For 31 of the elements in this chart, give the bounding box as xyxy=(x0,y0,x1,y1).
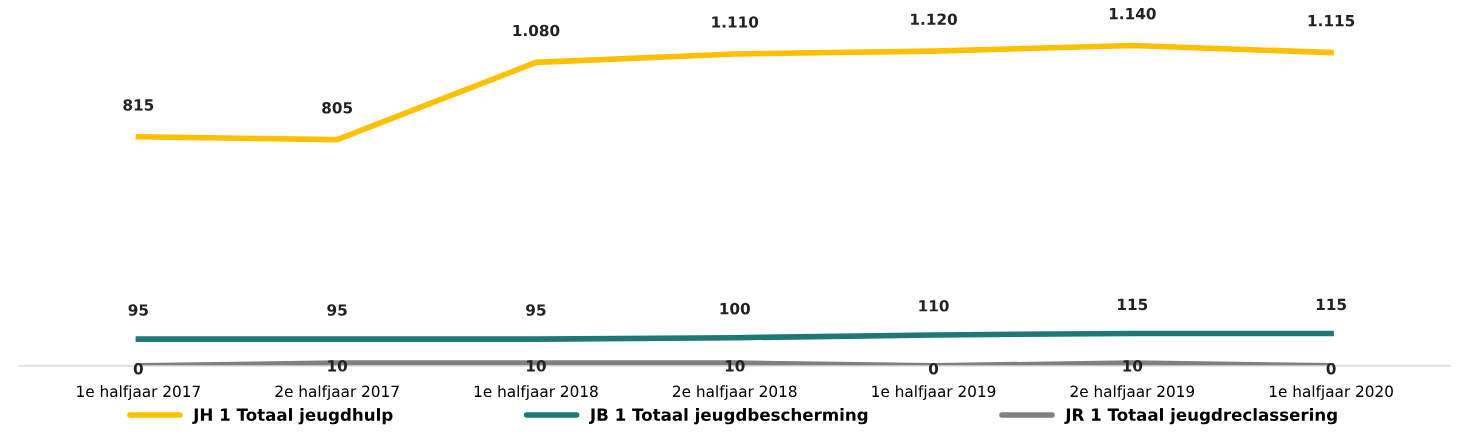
data-label: 1.080 xyxy=(513,24,560,37)
data-label: 815 xyxy=(123,99,154,111)
data-label: 1.110 xyxy=(712,16,759,28)
legend-label: JH 1 Totaal jeugdhulp xyxy=(192,408,393,425)
data-label: 115 xyxy=(1118,298,1148,311)
data-label: 1.140 xyxy=(1109,7,1156,20)
data-label: 95 xyxy=(526,304,546,316)
data-label: 95 xyxy=(128,304,148,316)
data-label: 10 xyxy=(1123,360,1143,372)
x-tick-label: 1e halfjaar 2017 xyxy=(77,385,200,401)
data-label: 0 xyxy=(1326,362,1336,375)
x-tick-label: 2e halfjaar 2019 xyxy=(1070,385,1195,401)
data-label: 1.120 xyxy=(911,13,957,26)
legend-label: JB 1 Totaal jeugdbescherming xyxy=(588,408,868,425)
data-label: 95 xyxy=(327,304,347,316)
data-label: 115 xyxy=(1316,298,1346,311)
x-tick-label: 2e halfjaar 2017 xyxy=(275,385,399,401)
data-label: 10 xyxy=(725,360,745,372)
data-label: 805 xyxy=(322,101,353,114)
x-tick-label: 1e halfjaar 2019 xyxy=(872,385,996,401)
data-label: 1.115 xyxy=(1308,15,1355,27)
data-label: 0 xyxy=(133,362,143,375)
legend-label: JR 1 Totaal jeugdreclassering xyxy=(1064,408,1337,425)
data-label: 110 xyxy=(919,300,949,312)
data-label: 10 xyxy=(328,360,348,372)
x-tick-label: 1e halfjaar 2018 xyxy=(474,385,598,401)
data-label: 0 xyxy=(928,362,939,375)
data-label: 10 xyxy=(527,360,546,372)
data-label: 100 xyxy=(720,302,750,315)
x-tick-label: 2e halfjaar 2018 xyxy=(673,385,797,401)
x-tick-label: 1e halfjaar 2020 xyxy=(1269,385,1393,401)
